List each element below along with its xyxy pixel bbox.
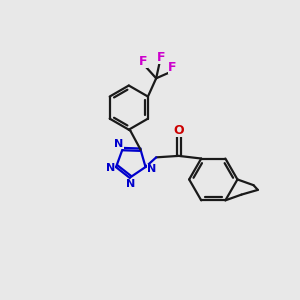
Text: F: F — [168, 61, 177, 74]
Text: N: N — [126, 178, 135, 188]
Text: F: F — [139, 55, 148, 68]
Text: N: N — [147, 164, 156, 174]
Text: O: O — [173, 124, 184, 136]
Text: N: N — [114, 139, 124, 149]
Text: F: F — [157, 51, 165, 64]
Text: N: N — [106, 163, 115, 173]
